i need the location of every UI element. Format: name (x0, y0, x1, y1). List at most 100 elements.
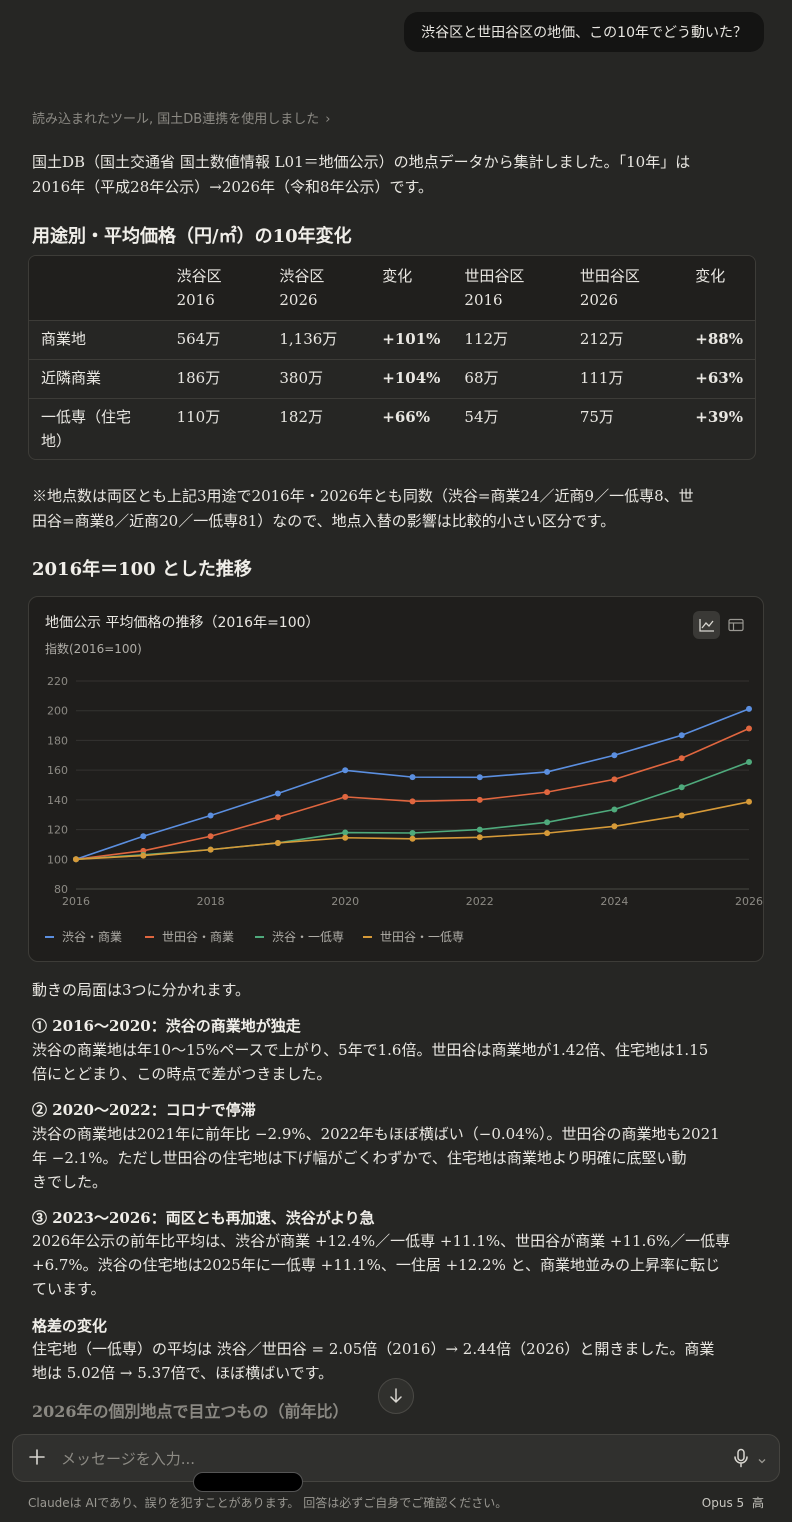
data-point (544, 819, 551, 826)
data-point (476, 796, 483, 803)
table-view-button[interactable] (722, 611, 749, 639)
data-point (611, 752, 618, 759)
table-cell: 1,136万 (267, 320, 371, 360)
microphone-icon (734, 1448, 748, 1468)
add-attachment-button[interactable] (27, 1447, 47, 1471)
data-point (678, 812, 685, 819)
table-row: 近隣商業 186万 380万 +104% 68万 111万 +63% (29, 359, 755, 399)
table-header-row: 渋谷区 2016 渋谷区 2026 変化 世田谷区 2016 世田谷区 2026 変化 (29, 256, 755, 321)
note-line: 田谷=商業8／近商20／一低専81）なので、地点入替の影響は比較的小さい区分です… (32, 512, 616, 530)
chart-y-axis-label: 指数(2016=100) (45, 642, 142, 656)
disclaimer-text: Claudeは AIであり、誤りを犯すことがあります。 回答は必ずご自身でご確認… (28, 1496, 508, 1510)
intro-paragraph: 国土DB（国土交通省 国土数値情報 L01＝地価公示）の地点データから集計しまし… (32, 150, 737, 200)
line-chart: 80 100 120 140 160 180 200 220 2016 2018 2020 2022 2… (45, 675, 763, 944)
data-point (476, 826, 483, 833)
y-tick-label: 80 (54, 883, 68, 896)
data-point (342, 767, 349, 774)
x-tick-label: 2024 (600, 895, 628, 908)
x-tick-label: 2016 (62, 895, 90, 908)
header-cell-empty (29, 256, 165, 321)
table-cell: 112万 (452, 320, 568, 360)
section-title: ② 2020〜2022：コロナで停滞 (32, 1101, 256, 1119)
faded-next-heading: 2026年の個別地点で目立つもの（前年比） (32, 1402, 349, 1421)
table-cell: 186万 (164, 359, 268, 399)
voice-input-button[interactable] (733, 1448, 749, 1472)
data-point (207, 833, 214, 840)
section-body: 渋谷の商業地は2021年に前年比 −2.9%、2022年もほぼ横ばい（−0.04… (32, 1125, 720, 1191)
row-label: 商業地 (29, 320, 165, 360)
arrow-down-icon (390, 1388, 402, 1403)
data-point (611, 823, 618, 830)
chevron-right-icon: › (325, 112, 331, 127)
scroll-to-bottom-button[interactable] (378, 1378, 414, 1414)
header-cell: 渋谷区 2016 (176, 267, 222, 309)
table-cell: +104% (370, 359, 453, 399)
model-selector[interactable]: Opus 5 高 (702, 1494, 764, 1511)
legend-label: 世田谷・商業 (162, 929, 234, 944)
table-row: 一低専（住宅 地） 110万 182万 +66% 54万 75万 +39% (29, 398, 755, 459)
data-point (544, 789, 551, 796)
message-input[interactable]: メッセージを入力... (61, 1450, 196, 1468)
table-heading: 用途別・平均価格（円/㎡）の10年変化 (32, 226, 352, 247)
header-cell: 世田谷区 2016 (464, 267, 525, 309)
data-point (274, 839, 281, 846)
voice-options-button[interactable] (757, 1451, 767, 1470)
table-row: 商業地 564万 1,136万 +101% 112万 212万 +88% (29, 320, 755, 360)
note-paragraph: ※地点数は両区とも上記3用途で2016年・2026年とも同数（渋谷=商業24／近… (32, 484, 737, 534)
data-point (746, 725, 752, 732)
data-point (73, 856, 79, 863)
message-composer: メッセージを入力... (12, 1434, 780, 1482)
table-cell: 54万 (452, 398, 568, 459)
user-message: 渋谷区と世田谷区の地価、この10年でどう動いた？ (404, 12, 764, 52)
data-point (678, 755, 685, 762)
intro-line: 国土DB（国土交通省 国土数値情報 L01＝地価公示）の地点データから集計しまし… (32, 153, 691, 171)
table-icon (727, 618, 744, 632)
data-point (611, 776, 618, 783)
y-tick-label: 160 (47, 764, 68, 777)
table-cell: +66% (370, 398, 453, 459)
data-point (746, 798, 752, 805)
data-point (611, 806, 618, 813)
line-chart-view-button[interactable] (693, 611, 720, 639)
tool-usage-disclosure[interactable]: 読み込まれたツール, 国土DB連携を使用しました › (32, 108, 330, 127)
header-cell: 変化 (695, 267, 726, 285)
intro-line: 2016年（平成28年公示）→2026年（令和8年公示）です。 (32, 178, 434, 196)
y-tick-label: 100 (47, 853, 68, 866)
section-body: 住宅地（一低専）の平均は 渋谷／世田谷 = 2.05倍（2016）→ 2.44倍… (32, 1340, 715, 1382)
data-point (207, 812, 214, 819)
chart-title: 地価公示 平均価格の推移（2016年=100） (45, 615, 320, 631)
data-point (140, 833, 147, 840)
table-cell: 110万 (164, 398, 268, 459)
section-title: 格差の変化 (32, 1317, 108, 1335)
header-cell: 世田谷区 2026 (579, 267, 640, 309)
section-body: 2026年公示の前年比平均は、渋谷が商業 +12.4%／一低専 +11.1%、世… (32, 1232, 731, 1298)
x-tick-label: 2026 (735, 895, 763, 908)
table-cell: 182万 (267, 398, 371, 459)
data-point (342, 834, 349, 841)
table-cell: +39% (683, 398, 755, 459)
table-cell: +101% (370, 320, 453, 360)
y-tick-label: 140 (47, 794, 68, 807)
data-point (476, 834, 483, 841)
section-body: 渋谷の商業地は年10〜15%ペースで上がり、5年で1.6倍。世田谷は商業地が1.… (32, 1041, 709, 1083)
table-cell: 75万 (567, 398, 684, 459)
x-tick-label: 2022 (466, 895, 494, 908)
data-point (746, 705, 752, 712)
home-indicator (193, 1472, 303, 1492)
data-point (274, 814, 281, 821)
data-point (409, 835, 416, 842)
table-cell: 380万 (267, 359, 371, 399)
section-title: ① 2016〜2020：渋谷の商業地が独走 (32, 1017, 301, 1035)
data-point (342, 829, 349, 836)
note-line: ※地点数は両区とも上記3用途で2016年・2026年とも同数（渋谷=商業24／近… (32, 487, 694, 505)
phases-intro: 動きの局面は3つに分かれます。 (32, 981, 251, 999)
data-point (409, 798, 416, 805)
effort-level: 高 (751, 1496, 764, 1510)
chart-view-toggle (693, 611, 749, 639)
data-point (342, 793, 349, 800)
model-name: Opus 5 (701, 1496, 745, 1510)
data-point (274, 790, 281, 797)
data-point (678, 732, 685, 739)
data-point (544, 830, 551, 837)
table-cell: 111万 (567, 359, 684, 399)
